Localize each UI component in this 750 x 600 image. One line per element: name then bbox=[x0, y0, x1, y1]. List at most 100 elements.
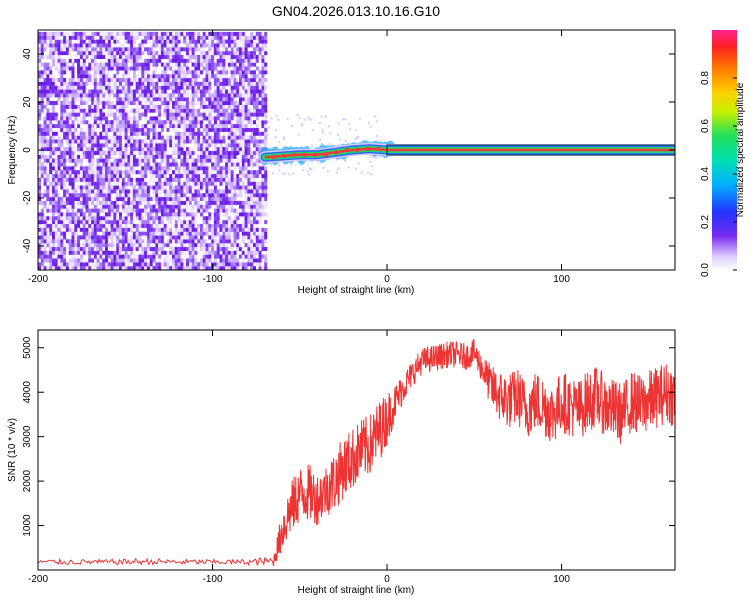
heatmap-cell bbox=[40, 174, 44, 178]
heatmap-cell bbox=[119, 254, 122, 259]
heatmap-cell bbox=[135, 66, 139, 71]
heatmap-cell bbox=[138, 266, 142, 270]
heatmap-cell bbox=[191, 193, 195, 198]
heatmap-cell bbox=[202, 197, 206, 201]
heatmap-cell bbox=[225, 185, 229, 190]
heatmap-cell bbox=[188, 235, 192, 240]
heatmap-cell bbox=[188, 135, 192, 140]
heatmap-cell bbox=[250, 258, 254, 263]
heatmap-cell bbox=[197, 143, 201, 148]
heatmap-cell bbox=[219, 254, 223, 259]
heatmap-cell bbox=[124, 58, 128, 63]
heatmap-cell bbox=[186, 212, 189, 217]
heatmap-cell bbox=[102, 31, 106, 36]
heatmap-cell bbox=[88, 43, 92, 48]
heatmap-cell bbox=[213, 181, 217, 186]
heatmap-cell bbox=[255, 162, 259, 167]
heatmap-cell bbox=[88, 70, 92, 75]
heatmap-cell bbox=[158, 266, 162, 270]
heatmap-cell bbox=[127, 247, 131, 251]
heatmap-cell bbox=[144, 162, 148, 167]
heatmap-cell bbox=[163, 39, 167, 44]
heatmap-cell bbox=[65, 227, 69, 232]
heatmap-cell bbox=[54, 158, 58, 163]
heatmap-cell bbox=[152, 220, 156, 225]
heatmap-cell bbox=[149, 216, 153, 221]
heatmap-cell bbox=[96, 135, 100, 140]
heatmap-cell bbox=[38, 162, 41, 167]
heatmap-cell bbox=[241, 127, 245, 132]
heatmap-cell bbox=[172, 139, 175, 144]
heatmap-cell bbox=[63, 62, 67, 67]
heatmap-cell bbox=[213, 227, 217, 232]
heatmap-cell bbox=[116, 166, 120, 171]
heatmap-cell bbox=[225, 262, 229, 267]
heatmap-cell bbox=[99, 208, 103, 213]
heatmap-cell bbox=[169, 74, 173, 79]
heatmap-cell bbox=[177, 31, 181, 36]
heatmap-cell bbox=[194, 39, 198, 44]
heatmap-cell bbox=[82, 43, 86, 48]
heatmap-cell bbox=[244, 185, 248, 190]
heatmap-cell bbox=[43, 139, 47, 144]
heatmap-cell bbox=[107, 101, 111, 105]
heatmap-cell bbox=[96, 31, 100, 36]
heatmap-cell bbox=[233, 147, 237, 152]
heatmap-cell bbox=[253, 74, 256, 79]
heatmap-cell bbox=[155, 35, 159, 40]
heatmap-cell bbox=[180, 74, 184, 79]
heatmap-cell bbox=[152, 258, 156, 263]
heatmap-cell bbox=[110, 51, 114, 56]
heatmap-cell bbox=[183, 74, 187, 79]
heatmap-cell bbox=[85, 185, 89, 190]
heatmap-cell bbox=[241, 104, 245, 109]
heatmap-cell bbox=[74, 193, 78, 198]
heatmap-cell bbox=[177, 154, 181, 159]
heatmap-cell bbox=[43, 81, 47, 86]
heatmap-cell bbox=[40, 93, 44, 98]
heatmap-cell bbox=[116, 231, 120, 236]
heatmap-cell bbox=[127, 258, 131, 263]
heatmap-cell bbox=[77, 58, 81, 63]
heatmap-cell bbox=[121, 97, 125, 102]
heatmap-cell bbox=[191, 204, 195, 209]
heatmap-cell bbox=[82, 39, 86, 44]
heatmap-cell bbox=[250, 162, 254, 167]
heatmap-cell bbox=[216, 200, 220, 205]
heatmap-cell bbox=[132, 262, 136, 267]
heatmap-cell bbox=[91, 200, 95, 205]
heatmap-cell bbox=[230, 143, 234, 148]
heatmap-cell bbox=[197, 147, 201, 152]
heatmap-cell bbox=[138, 108, 142, 113]
heatmap-cell bbox=[211, 151, 215, 155]
heatmap-cell bbox=[194, 78, 198, 82]
heatmap-cell bbox=[158, 108, 162, 113]
heatmap-cell bbox=[250, 254, 254, 259]
heatmap-cell bbox=[174, 120, 178, 125]
heatmap-cell bbox=[211, 108, 215, 113]
heatmap-cell bbox=[132, 78, 136, 82]
heatmap-cell bbox=[119, 93, 122, 98]
heatmap-cell bbox=[241, 51, 245, 56]
heatmap-cell bbox=[88, 139, 92, 144]
heatmap-cell bbox=[177, 143, 181, 148]
heatmap-cell bbox=[107, 266, 111, 270]
heatmap-cell bbox=[79, 266, 83, 270]
heatmap-cell bbox=[99, 81, 103, 86]
heatmap-cell bbox=[247, 193, 251, 198]
heatmap-cell bbox=[49, 139, 53, 144]
heatmap-cell bbox=[177, 231, 181, 236]
heatmap-cell bbox=[127, 93, 131, 98]
heatmap-cell bbox=[124, 193, 128, 198]
heatmap-cell bbox=[49, 74, 53, 79]
heatmap-cell bbox=[96, 151, 100, 155]
heatmap-cell bbox=[79, 158, 83, 163]
heatmap-cell bbox=[216, 204, 220, 209]
heatmap-cell bbox=[233, 162, 237, 167]
heatmap-cell bbox=[138, 177, 142, 182]
heatmap-cell bbox=[74, 174, 78, 178]
heatmap-cell bbox=[110, 174, 114, 178]
heatmap-cell bbox=[258, 51, 262, 56]
heatmap-cell bbox=[247, 162, 251, 167]
heatmap-cell bbox=[227, 208, 231, 213]
